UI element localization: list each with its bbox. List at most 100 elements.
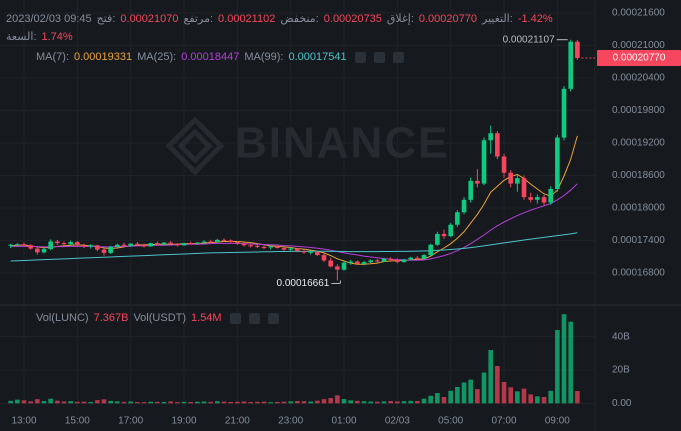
candle-body bbox=[415, 257, 420, 259]
volume-bar bbox=[155, 401, 160, 404]
close-icon[interactable] bbox=[267, 312, 279, 324]
candle-body bbox=[228, 240, 233, 243]
candle-body bbox=[521, 178, 527, 198]
candle-body bbox=[168, 242, 173, 244]
volume-bar bbox=[395, 401, 400, 404]
candle-body bbox=[515, 178, 520, 184]
volume-bar bbox=[8, 400, 13, 404]
candle-body bbox=[181, 243, 187, 246]
candle-body bbox=[81, 245, 87, 247]
candle-body bbox=[568, 41, 573, 89]
volume-bar bbox=[208, 401, 213, 404]
x-tick-label: 17:00 bbox=[118, 416, 143, 427]
candle-body bbox=[275, 246, 280, 249]
candle-body bbox=[535, 197, 540, 200]
candle-body bbox=[95, 245, 100, 250]
volume-bar bbox=[188, 402, 193, 404]
candle-body bbox=[321, 255, 327, 261]
volume-bar bbox=[328, 398, 333, 404]
candle-body bbox=[348, 261, 353, 263]
candle-body bbox=[61, 243, 67, 245]
legend-label: السعة: bbox=[6, 31, 37, 43]
volume-bar bbox=[555, 330, 560, 404]
volume-bar bbox=[548, 390, 553, 404]
candle-body bbox=[328, 260, 333, 267]
candle-body bbox=[235, 242, 240, 244]
candle-body bbox=[221, 239, 227, 241]
volume-bar bbox=[248, 402, 253, 404]
ma-line bbox=[10, 135, 578, 265]
volume-bar bbox=[441, 397, 447, 404]
volume-bar bbox=[568, 321, 573, 404]
volume-bar bbox=[235, 401, 240, 404]
eye-icon[interactable] bbox=[229, 312, 241, 324]
volume-bar bbox=[368, 401, 373, 404]
volume-bar bbox=[528, 394, 533, 404]
legend-label: MA(7): bbox=[36, 51, 69, 63]
ma-line bbox=[10, 232, 578, 262]
volume-bar bbox=[475, 389, 480, 404]
candle-body bbox=[161, 242, 167, 245]
candle-body bbox=[548, 188, 553, 203]
legend-label: Vol(LUNC) bbox=[36, 312, 89, 324]
volume-bar bbox=[288, 401, 293, 404]
candle-body bbox=[28, 245, 33, 249]
candle-body bbox=[508, 172, 513, 184]
volume-bar bbox=[321, 399, 327, 404]
candle-body bbox=[201, 241, 207, 243]
y-tick-label: 40B bbox=[612, 331, 630, 342]
volume-bar bbox=[521, 388, 527, 404]
candle-body bbox=[488, 133, 493, 141]
x-tick-label: 23:00 bbox=[278, 416, 303, 427]
legend-label: مرتفع: bbox=[183, 13, 214, 25]
volume-bar bbox=[295, 401, 300, 404]
volume-bar bbox=[215, 401, 220, 404]
candle-body bbox=[155, 243, 160, 245]
volume-bar bbox=[148, 401, 153, 404]
x-tick-label: 01:00 bbox=[332, 416, 357, 427]
y-tick-label: 0.00 bbox=[612, 398, 632, 409]
candle-body bbox=[141, 244, 147, 247]
y-tick-label: 0.00019800 bbox=[612, 105, 665, 116]
volume-bar bbox=[468, 379, 473, 404]
x-tick-label: 21:00 bbox=[225, 416, 250, 427]
amplitude-legend: السعة: 1.74% bbox=[6, 30, 73, 44]
legend-label: إغلاق: bbox=[386, 13, 414, 25]
legend-value: 0.00020735 bbox=[323, 12, 382, 25]
volume-bar bbox=[515, 391, 520, 404]
eye-icon[interactable] bbox=[354, 51, 366, 63]
candle-body bbox=[195, 242, 200, 244]
volume-bar bbox=[501, 382, 507, 404]
volume-bar bbox=[168, 401, 173, 404]
volume-bar bbox=[481, 372, 487, 404]
candle-body bbox=[481, 140, 487, 184]
ohlc-legend: 2023/02/03 09:45 فتح: 0.00021070 مرتفع: … bbox=[6, 12, 553, 26]
volume-bar bbox=[301, 401, 307, 404]
ma-line bbox=[10, 183, 578, 261]
candle-body bbox=[268, 246, 273, 248]
volume-bar bbox=[315, 400, 320, 404]
volume-bar bbox=[175, 402, 180, 404]
volume-bar bbox=[355, 400, 360, 404]
volume-bar bbox=[488, 350, 493, 404]
close-icon[interactable] bbox=[392, 51, 404, 63]
y-tick-label: 0.00021000 bbox=[612, 40, 665, 51]
candle-body bbox=[215, 239, 220, 243]
volume-bar bbox=[348, 400, 353, 404]
volume-bar bbox=[401, 401, 407, 404]
x-tick-label: 13:00 bbox=[11, 416, 36, 427]
settings-icon[interactable] bbox=[373, 51, 385, 63]
last-price-tag bbox=[597, 49, 681, 66]
candle-body bbox=[121, 244, 127, 246]
settings-icon[interactable] bbox=[248, 312, 260, 324]
volume-bar bbox=[61, 401, 67, 404]
volume-bar bbox=[388, 401, 393, 404]
volume-bar bbox=[181, 401, 187, 404]
candle-body bbox=[455, 212, 460, 225]
low-annotation: 0.00016661 bbox=[277, 278, 330, 289]
y-tick-label: 0.00018000 bbox=[612, 203, 665, 214]
volume-bar bbox=[415, 401, 420, 404]
volume-bar bbox=[161, 402, 167, 404]
candle-body bbox=[381, 258, 387, 262]
